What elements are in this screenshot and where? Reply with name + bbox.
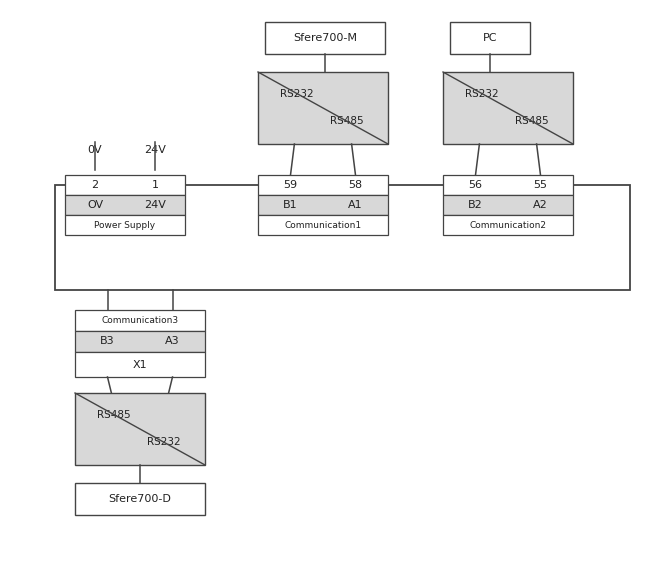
Bar xyxy=(55,185,630,290)
Text: 56: 56 xyxy=(468,180,483,190)
Bar xyxy=(65,215,185,235)
Text: A2: A2 xyxy=(533,200,548,210)
Text: 24V: 24V xyxy=(144,200,166,210)
Bar xyxy=(65,175,185,195)
Text: 1: 1 xyxy=(151,180,159,190)
Text: RS485: RS485 xyxy=(515,116,548,126)
Text: Sfere700-M: Sfere700-M xyxy=(293,33,357,43)
Text: B1: B1 xyxy=(283,200,298,210)
Bar xyxy=(75,331,205,352)
Text: RS232: RS232 xyxy=(147,437,180,447)
Text: OV: OV xyxy=(87,200,103,210)
Text: B2: B2 xyxy=(468,200,483,210)
Bar xyxy=(75,393,205,465)
Bar xyxy=(443,195,573,215)
Bar xyxy=(443,175,573,195)
Text: B3: B3 xyxy=(100,337,115,347)
Text: 24V: 24V xyxy=(144,145,166,155)
Bar xyxy=(258,215,388,235)
Bar xyxy=(258,72,388,144)
Bar xyxy=(443,215,573,235)
Bar xyxy=(443,72,573,144)
Text: RS232: RS232 xyxy=(465,89,499,98)
Text: RS232: RS232 xyxy=(280,89,314,98)
Text: Communication2: Communication2 xyxy=(470,220,546,229)
Bar xyxy=(258,195,388,215)
Bar xyxy=(265,22,385,54)
Text: PC: PC xyxy=(483,33,497,43)
Text: RS485: RS485 xyxy=(329,116,364,126)
Text: Power Supply: Power Supply xyxy=(94,220,156,229)
Text: 2: 2 xyxy=(92,180,98,190)
Text: 0V: 0V xyxy=(88,145,102,155)
Text: 59: 59 xyxy=(284,180,297,190)
Bar xyxy=(258,175,388,195)
Text: 58: 58 xyxy=(348,180,363,190)
Text: 55: 55 xyxy=(534,180,548,190)
Text: X1: X1 xyxy=(133,360,147,369)
Text: Sfere700-D: Sfere700-D xyxy=(109,494,172,504)
Bar xyxy=(65,195,185,215)
Bar xyxy=(450,22,530,54)
Text: RS485: RS485 xyxy=(97,410,131,420)
Text: Communication3: Communication3 xyxy=(102,316,179,325)
Text: A1: A1 xyxy=(348,200,363,210)
Text: A3: A3 xyxy=(165,337,180,347)
Bar xyxy=(75,483,205,515)
Text: Communication1: Communication1 xyxy=(284,220,362,229)
Bar xyxy=(75,352,205,377)
Bar xyxy=(75,310,205,331)
